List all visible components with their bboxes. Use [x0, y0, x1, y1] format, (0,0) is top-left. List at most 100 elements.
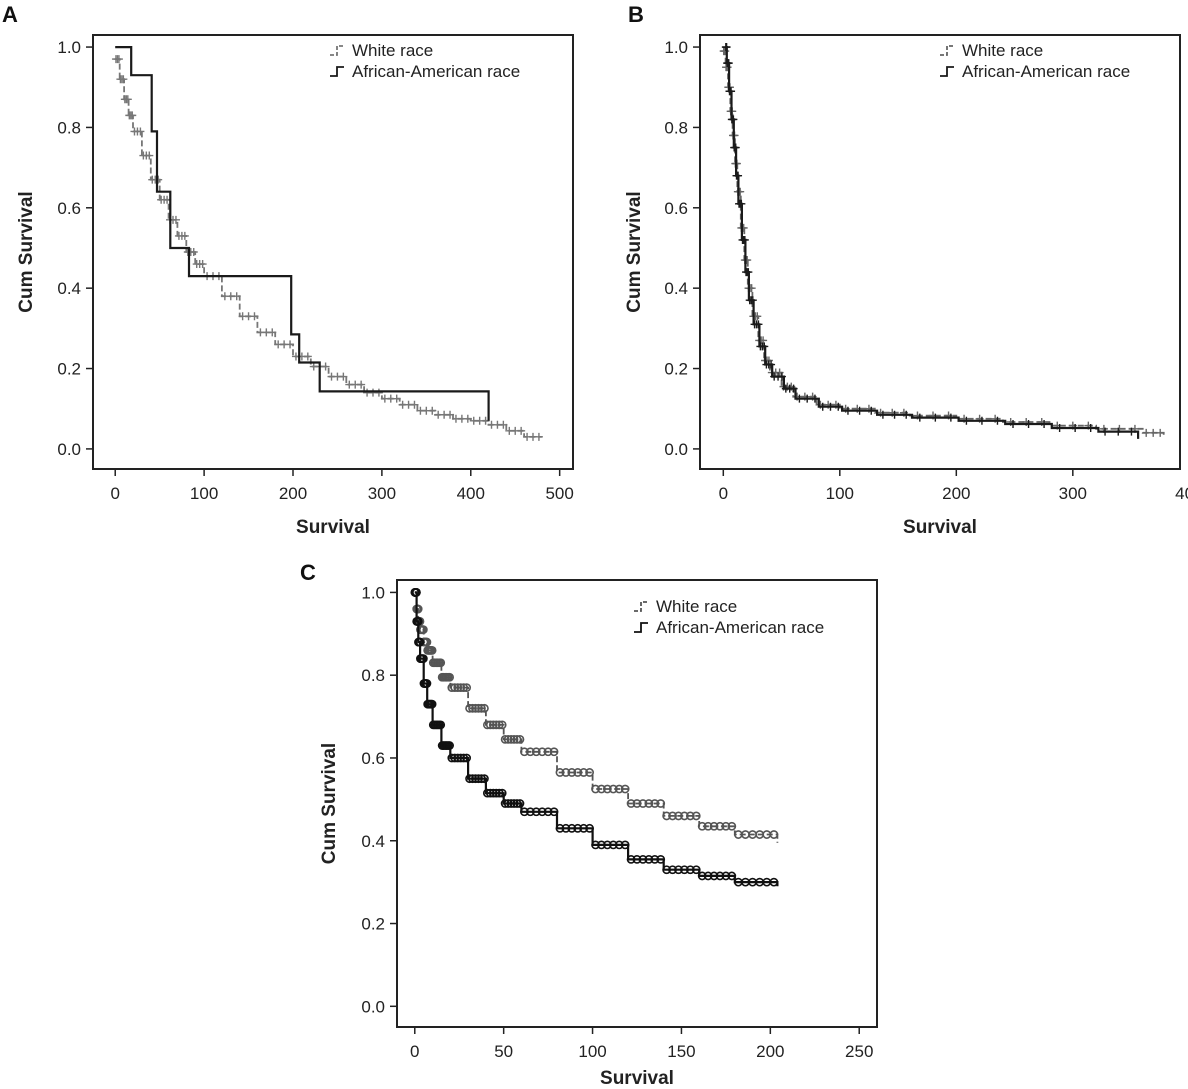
censor-marker — [1086, 424, 1095, 433]
y-tick-label: 0.6 — [361, 749, 385, 768]
censor-marker — [715, 871, 725, 881]
censor-marker — [413, 604, 423, 614]
censor-marker — [494, 788, 504, 798]
censor-marker — [549, 807, 559, 817]
censor-marker — [418, 625, 428, 635]
censor-marker — [680, 865, 689, 875]
y-tick-label: 0.2 — [361, 915, 385, 934]
censor-marker — [650, 799, 660, 808]
panel-a: A 0.0 0.2 0.4 0.6 0.8 1.0 0 100 200 300 400 500 Survi… — [2, 2, 574, 538]
censor-marker — [506, 734, 516, 744]
censor-marker — [703, 871, 713, 881]
censor-marker — [789, 384, 798, 393]
censor-marker — [427, 645, 437, 655]
y-tick-label: 1.0 — [664, 38, 688, 57]
censor-marker — [662, 811, 672, 821]
censor-marker — [668, 811, 677, 821]
censor-marker — [537, 747, 547, 757]
censor-marker — [465, 703, 474, 713]
censor-marker — [119, 75, 128, 84]
censor-marker — [668, 865, 677, 875]
censor-marker — [740, 235, 749, 244]
legend-swatch — [940, 66, 954, 77]
x-tick-label: 500 — [545, 484, 573, 503]
x-tick-label: 200 — [756, 1042, 784, 1061]
censor-marker — [491, 788, 501, 798]
censor-marker — [422, 679, 432, 688]
censor-marker — [427, 699, 437, 709]
censor-marker — [525, 747, 535, 757]
censor-marker — [543, 807, 553, 817]
censor-marker — [456, 683, 466, 693]
censor-marker — [537, 807, 547, 817]
y-tick-label: 1.0 — [361, 583, 385, 602]
censor-marker — [567, 768, 577, 777]
series-line-white-race — [414, 591, 779, 843]
censor-marker — [485, 788, 495, 798]
censor-marker — [453, 683, 463, 693]
legend-label: African-American race — [352, 62, 520, 81]
x-tick-label: 400 — [457, 484, 485, 503]
censor-marker — [232, 292, 241, 301]
censor-marker — [145, 151, 154, 160]
censor-marker — [321, 362, 330, 371]
censor-marker — [128, 111, 137, 120]
y-tick-label: 0.2 — [57, 360, 81, 379]
censor-marker — [488, 788, 498, 798]
x-tick-label: 0 — [410, 1042, 419, 1061]
censor-marker — [685, 865, 695, 875]
y-tick-label: 0.4 — [57, 279, 81, 298]
censor-marker — [727, 871, 737, 881]
censor-marker — [729, 115, 738, 124]
censor-marker — [567, 823, 577, 833]
censor-marker — [962, 416, 971, 425]
censor-marker — [644, 799, 654, 808]
censor-marker — [446, 410, 455, 419]
censor-marker — [494, 720, 504, 730]
censor-marker — [579, 768, 589, 777]
censor-marker — [250, 312, 259, 321]
censor-marker — [946, 413, 955, 422]
panel-c: C 0.0 0.2 0.4 0.6 0.8 1.0 0 50 100 150 200 250 Surviv… — [300, 560, 878, 1089]
censor-marker — [1156, 428, 1165, 437]
censor-marker — [721, 871, 731, 881]
censor-marker — [462, 683, 472, 693]
y-axis-title: Cum Survival — [319, 743, 340, 864]
censor-marker — [474, 703, 483, 713]
censor-marker — [754, 320, 763, 329]
series-line-african-american-race — [414, 591, 779, 887]
x-tick-label: 150 — [667, 1042, 695, 1061]
censor-marker — [428, 406, 437, 415]
legend-label: White race — [352, 41, 433, 60]
censor-marker — [497, 788, 507, 798]
censor-marker — [620, 784, 630, 794]
censor-marker — [477, 774, 486, 784]
y-tick-label: 0.8 — [664, 118, 688, 137]
x-tick-label: 100 — [190, 484, 218, 503]
censor-marker — [931, 413, 940, 422]
censor-marker — [525, 807, 535, 817]
censor-marker — [418, 654, 428, 664]
y-tick-label: 0.0 — [664, 440, 688, 459]
legend-swatch — [940, 45, 954, 56]
censor-marker — [1024, 419, 1033, 428]
censor-marker — [656, 799, 666, 808]
censor-marker — [769, 877, 779, 887]
legend-label: African-American race — [656, 618, 824, 637]
censor-marker — [500, 799, 510, 808]
censor-marker — [632, 799, 642, 808]
censor-marker — [834, 402, 843, 411]
plot-frame — [699, 34, 1181, 470]
censor-marker — [597, 840, 606, 850]
censor-marker — [482, 788, 492, 798]
y-axis-title: Cum Survival — [624, 191, 645, 312]
censor-marker — [803, 394, 812, 403]
series-line-african-american-race — [725, 46, 1140, 439]
censor-marker — [436, 658, 446, 668]
censor-marker — [734, 171, 743, 180]
censor-marker — [413, 616, 423, 626]
censor-marker — [462, 753, 472, 763]
censor-marker — [715, 821, 725, 831]
censor-marker — [727, 87, 736, 96]
